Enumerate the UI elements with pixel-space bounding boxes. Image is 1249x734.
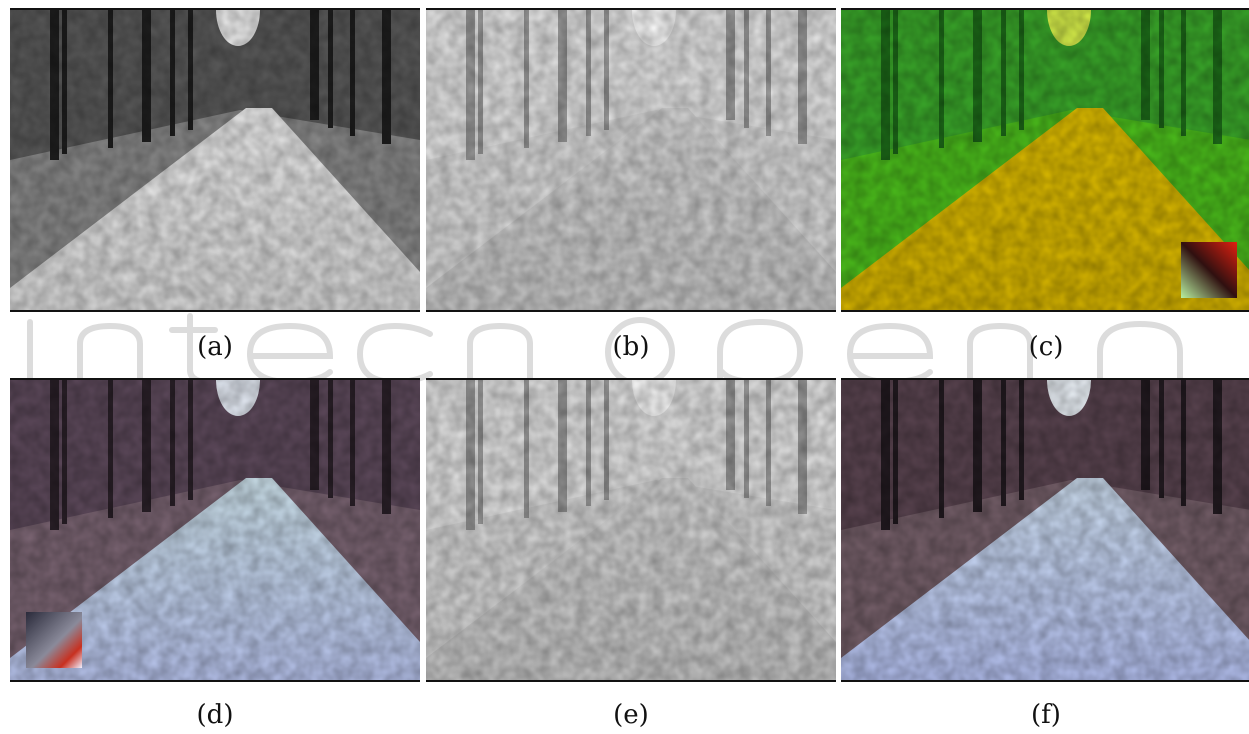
panel-b-image <box>426 8 836 312</box>
forest-road-scene <box>841 380 1249 680</box>
panel-a-image <box>10 8 420 312</box>
forest-road-scene <box>10 10 420 310</box>
color-palette-inset <box>26 612 82 668</box>
caption-a: (a) <box>197 332 233 362</box>
caption-d: (d) <box>196 700 234 730</box>
panel-d-image <box>10 378 420 682</box>
caption-f: (f) <box>1031 700 1061 730</box>
panel-f-image <box>841 378 1249 682</box>
caption-b: (b) <box>612 332 650 362</box>
caption-e: (e) <box>613 700 649 730</box>
forest-road-scene <box>841 10 1249 310</box>
forest-road-scene <box>426 10 836 310</box>
caption-c: (c) <box>1028 332 1064 362</box>
forest-road-scene <box>10 380 420 680</box>
panel-c-image <box>841 8 1249 312</box>
forest-road-scene <box>426 380 836 680</box>
panel-e-image <box>426 378 836 682</box>
color-palette-inset <box>1181 242 1237 298</box>
